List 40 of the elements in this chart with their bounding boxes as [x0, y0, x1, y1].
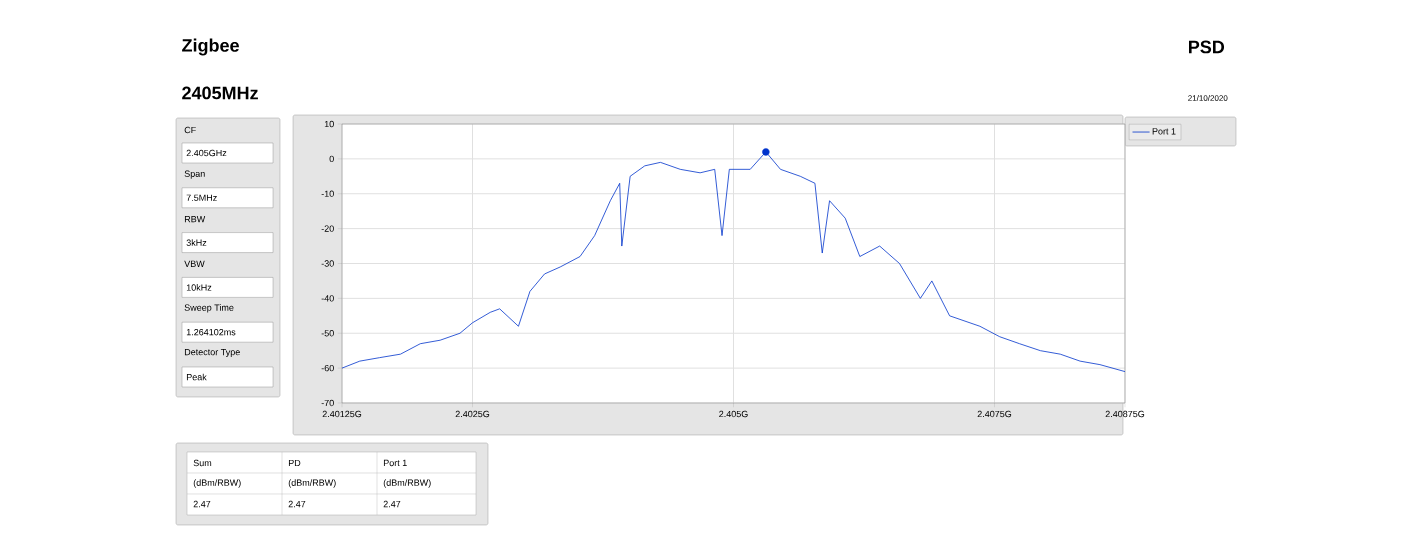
text: PD	[288, 459, 301, 467]
text: 7.5MHz	[186, 194, 217, 201]
x-tick-label: 2.4075G	[977, 410, 1012, 418]
text: Detector Type	[184, 348, 240, 358]
text: Sum	[193, 459, 212, 467]
text: Span	[184, 170, 205, 179]
x-tick-label: 2.40125G	[322, 410, 362, 418]
text: Port 1	[383, 459, 407, 467]
chart-subtitle: 2405MHz	[182, 86, 258, 100]
text: Peak	[186, 373, 207, 381]
text: 2.47	[288, 500, 306, 508]
x-tick-label: 2.405G	[719, 410, 748, 418]
text: CF	[184, 126, 196, 134]
text: 2.47	[383, 500, 401, 508]
text: 21/10/2020	[1188, 95, 1228, 101]
y-tick-label: -70	[321, 399, 334, 407]
y-tick-label: -20	[321, 225, 334, 232]
text: PSD	[1189, 40, 1225, 54]
y-tick-label: -30	[321, 260, 334, 267]
text: 10kHz	[186, 284, 212, 291]
text: 2.47	[193, 500, 211, 508]
y-tick-label: -60	[321, 364, 334, 372]
chart-title: Zigbee	[182, 38, 239, 56]
x-tick-label: 2.4025G	[455, 410, 490, 418]
text: 2.405GHz	[186, 149, 227, 157]
y-tick-label: -40	[321, 295, 334, 302]
text: VBW	[184, 260, 205, 267]
text: (dBm/RBW)	[383, 479, 431, 488]
y-tick-label: -50	[321, 330, 334, 337]
y-tick-label: 10	[324, 120, 334, 128]
text: (dBm/RBW)	[288, 479, 336, 488]
y-tick-label: -10	[321, 190, 334, 197]
x-tick-label: 2.40875G	[1105, 410, 1145, 418]
text: 3kHz	[186, 239, 207, 246]
text: Sweep Time	[184, 304, 234, 313]
text: (dBm/RBW)	[193, 479, 241, 488]
legend-label: Port 1	[1152, 128, 1176, 135]
text: RBW	[184, 216, 206, 223]
y-tick-label: 0	[329, 155, 334, 163]
text: 1.264102ms	[186, 329, 236, 336]
